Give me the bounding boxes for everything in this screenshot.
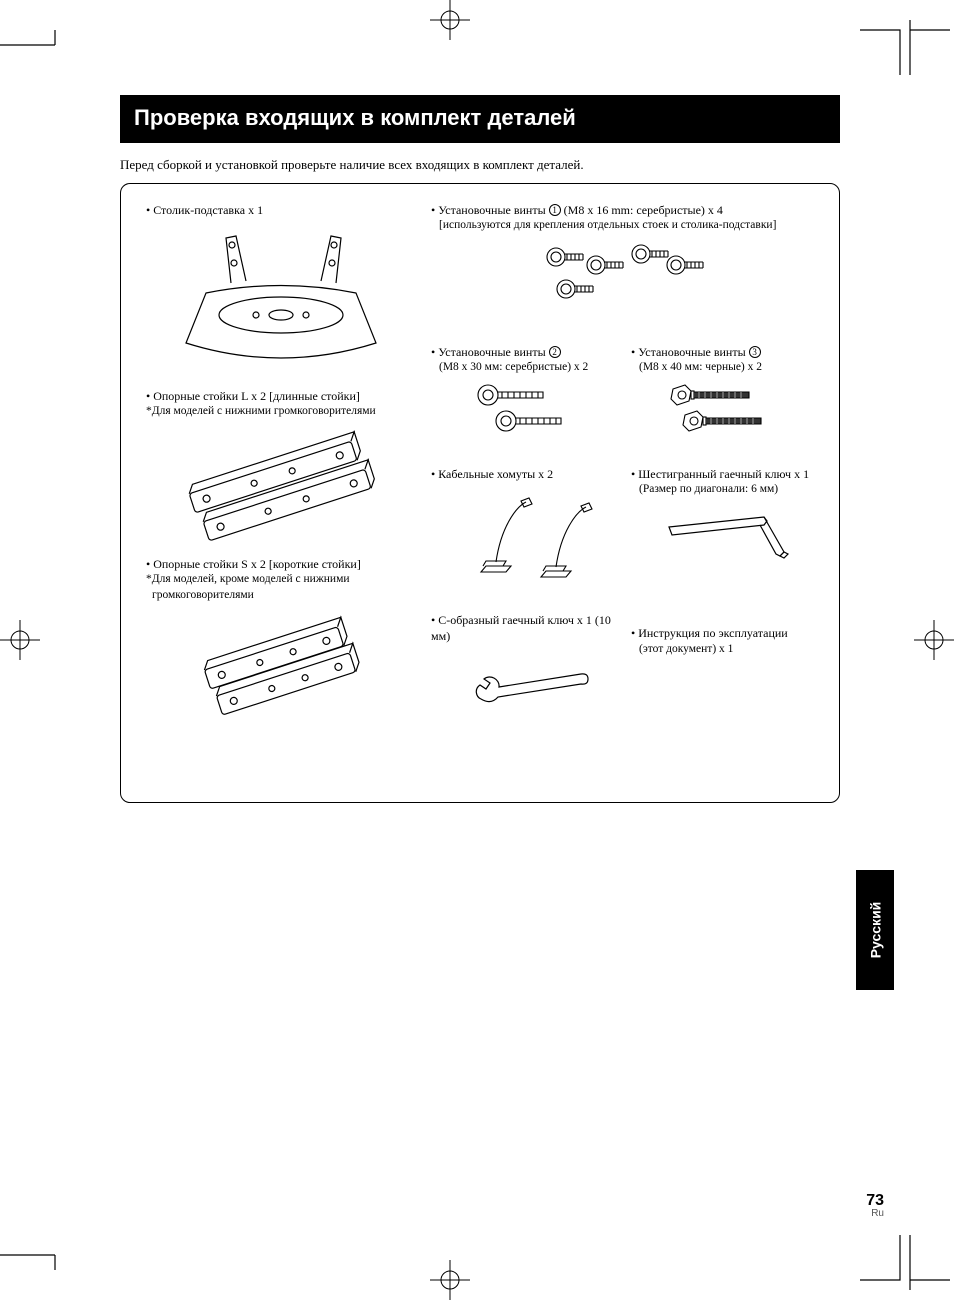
label-supports-s-2: *Для моделей, кроме моделей с нижними xyxy=(146,572,416,588)
parts-box: • Столик-подставка x 1 • Опорные стойки … xyxy=(120,183,840,803)
label-supports-l-1: • Опорные стойки L x 2 [длинные стойки] xyxy=(146,388,416,404)
section-title: Проверка входящих в комплект деталей xyxy=(120,95,840,143)
stand-icon xyxy=(176,223,386,373)
label-screws1-sub: [используются для крепления отдельных ст… xyxy=(431,218,826,234)
label-supports-s-1: • Опорные стойки S x 2 [короткие стойки] xyxy=(146,556,416,572)
hexkey-icon xyxy=(654,507,804,587)
supports-l-icon xyxy=(176,425,386,545)
label-manual-2: (этот документ) x 1 xyxy=(631,642,826,658)
clamps-icon xyxy=(461,487,601,587)
label-cwrench: • C-образный гаечный ключ x 1 (10 мм) xyxy=(431,612,631,644)
page-footer: 73 Ru xyxy=(866,1192,884,1219)
language-tab: Русский xyxy=(856,870,894,990)
label-clamps: • Кабельные хомуты x 2 xyxy=(431,466,631,482)
intro-text: Перед сборкой и установкой проверьте нал… xyxy=(120,157,840,173)
supports-s-icon xyxy=(181,608,381,718)
label-supports-l-2: *Для моделей с нижними громкоговорителям… xyxy=(146,404,416,420)
label-stand: • Столик-подставка x 1 xyxy=(146,202,416,218)
screws2-icon xyxy=(476,381,586,441)
label-screws2: • Установочные винты 2 xyxy=(431,344,631,360)
label-manual-1: • Инструкция по эксплуатации xyxy=(631,625,826,641)
label-hex-2: (Размер по диагонали: 6 мм) xyxy=(631,482,826,498)
label-supports-s-3: громкоговорителями xyxy=(146,588,416,604)
screws1-icon xyxy=(544,239,714,309)
label-screws3: • Установочные винты 3 xyxy=(631,344,826,360)
label-hex-1: • Шестигранный гаечный ключ x 1 xyxy=(631,466,826,482)
cwrench-icon xyxy=(466,649,596,719)
label-screws2-sub: (M8 x 30 мм: серебристые) x 2 xyxy=(431,360,631,376)
label-screws1: • Установочные винты 1 (M8 x 16 mm: сере… xyxy=(431,202,826,218)
label-screws3-sub: (M8 x 40 мм: черные) x 2 xyxy=(631,360,826,376)
screws3-icon xyxy=(669,381,789,441)
page-content: Проверка входящих в комплект деталей Пер… xyxy=(120,95,840,803)
